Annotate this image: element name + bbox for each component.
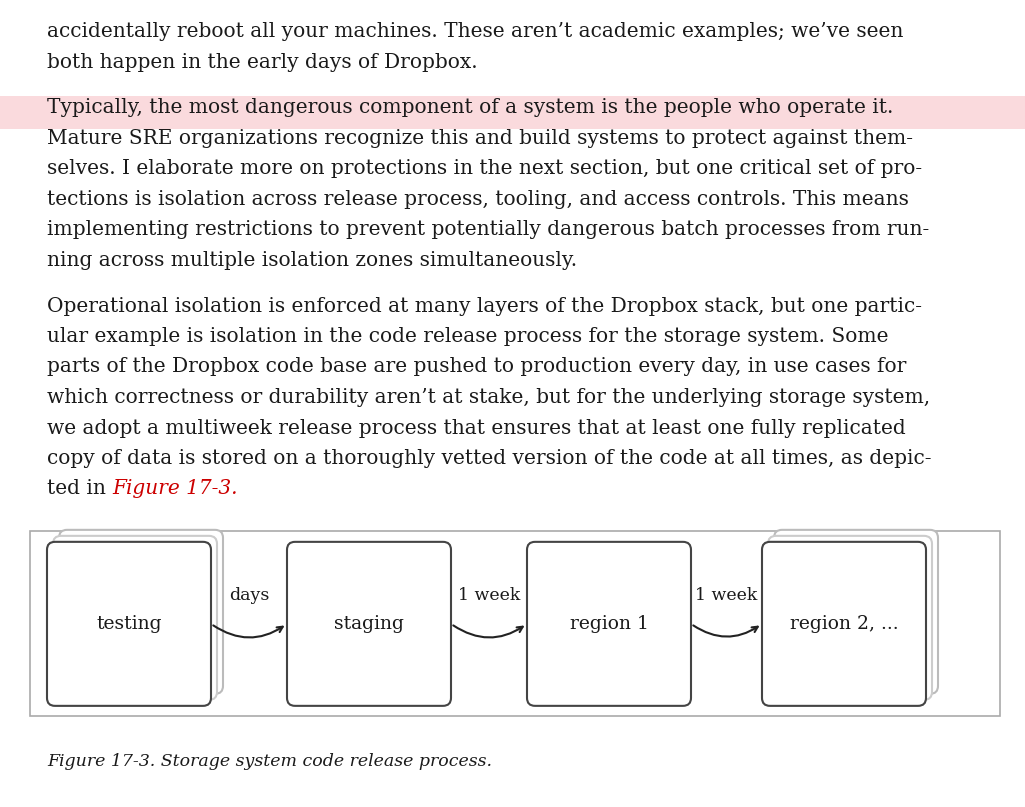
Text: staging: staging [334,615,404,633]
Text: ular example is isolation in the code release process for the storage system. So: ular example is isolation in the code re… [47,327,889,346]
FancyBboxPatch shape [768,536,932,700]
Text: ted in: ted in [47,479,113,499]
Bar [30,531,1000,717]
Text: accidentally reboot all your machines. These aren’t academic examples; we’ve see: accidentally reboot all your machines. T… [47,22,903,41]
FancyBboxPatch shape [53,536,217,700]
FancyBboxPatch shape [527,541,691,706]
FancyBboxPatch shape [47,541,211,706]
FancyBboxPatch shape [287,541,451,706]
Text: Mature SRE organizations recognize this and build systems to protect against the: Mature SRE organizations recognize this … [47,129,913,148]
Text: selves. I elaborate more on protections in the next section, but one critical se: selves. I elaborate more on protections … [47,159,922,178]
Text: copy of data is stored on a thoroughly vetted version of the code at all times, : copy of data is stored on a thoroughly v… [47,449,932,468]
FancyBboxPatch shape [762,541,926,706]
Text: implementing restrictions to prevent potentially dangerous batch processes from : implementing restrictions to prevent pot… [47,220,930,239]
Text: 1 week: 1 week [458,587,520,604]
Text: region 1: region 1 [570,615,649,633]
FancyBboxPatch shape [762,541,926,706]
Bar [0,96,1025,129]
Text: which correctness or durability aren’t at stake, but for the underlying storage : which correctness or durability aren’t a… [47,388,930,407]
Text: Operational isolation is enforced at many layers of the Dropbox stack, but one p: Operational isolation is enforced at man… [47,296,922,316]
Text: testing: testing [96,615,162,633]
Text: ning across multiple isolation zones simultaneously.: ning across multiple isolation zones sim… [47,251,577,270]
Text: region 2, ...: region 2, ... [789,615,898,633]
Text: we adopt a multiweek release process that ensures that at least one fully replic: we adopt a multiweek release process tha… [47,419,906,437]
Text: both happen in the early days of Dropbox.: both happen in the early days of Dropbox… [47,52,478,72]
Text: days: days [229,587,270,604]
Text: Typically, the most dangerous component of a system is the people who operate it: Typically, the most dangerous component … [47,98,894,117]
FancyBboxPatch shape [47,541,211,706]
Text: Figure 17-3. Storage system code release process.: Figure 17-3. Storage system code release… [47,753,492,770]
Text: tections is isolation across release process, tooling, and access controls. This: tections is isolation across release pro… [47,190,909,209]
Text: 1 week: 1 week [695,587,757,604]
FancyBboxPatch shape [774,530,938,694]
Text: parts of the Dropbox code base are pushed to production every day, in use cases : parts of the Dropbox code base are pushe… [47,358,906,377]
Text: Figure 17-3.: Figure 17-3. [113,479,238,499]
FancyBboxPatch shape [59,530,223,694]
